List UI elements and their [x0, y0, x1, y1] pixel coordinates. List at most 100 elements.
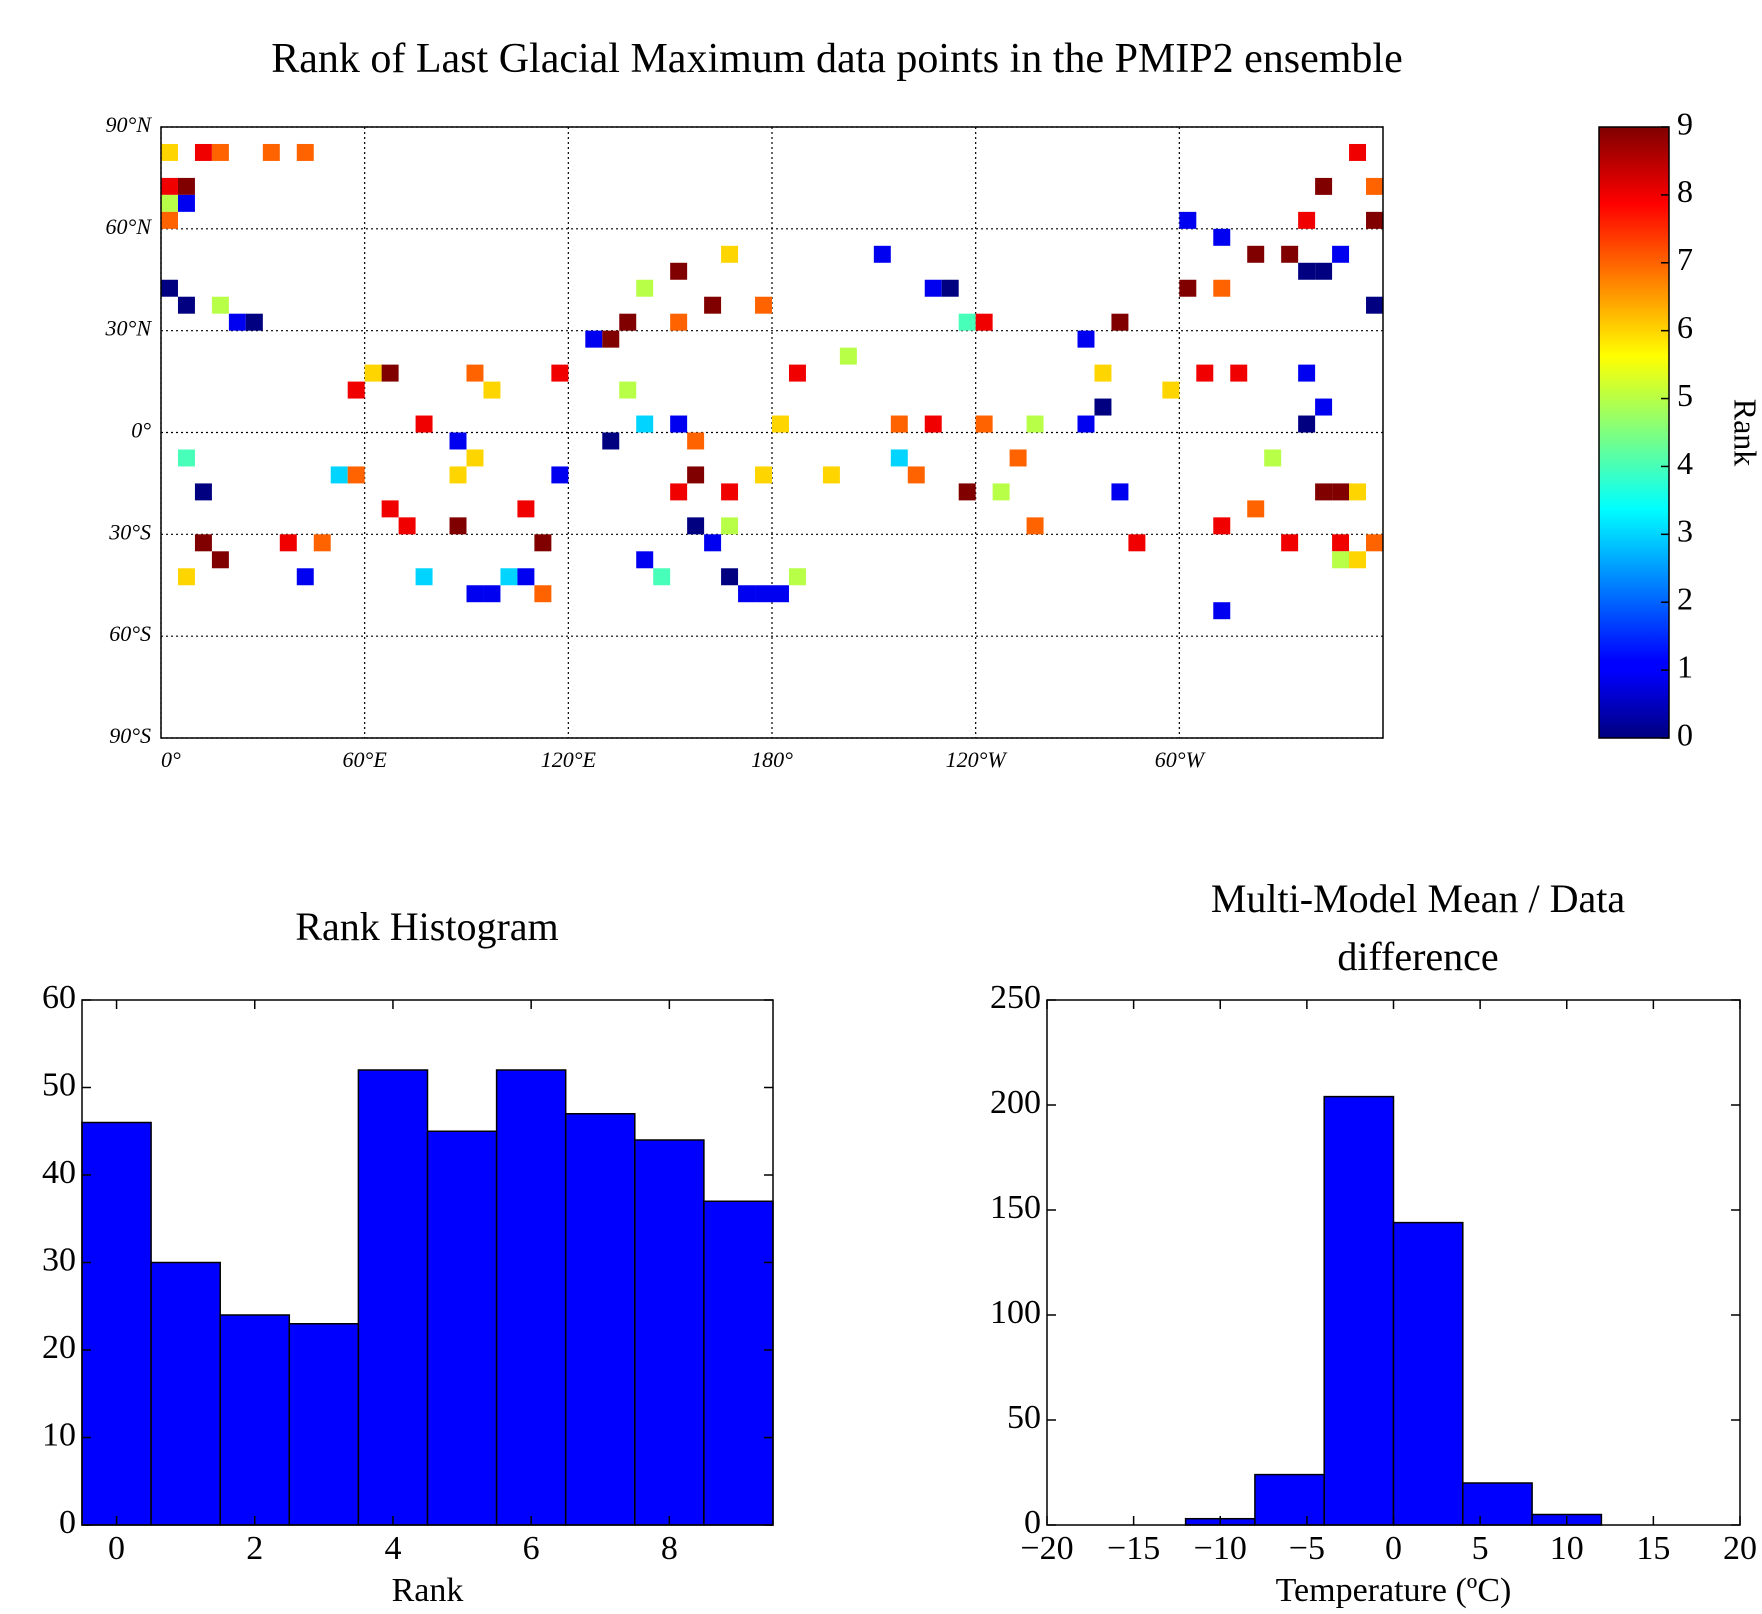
data-point [279, 534, 297, 552]
data-point [1298, 262, 1316, 280]
colorbar-tick-label: 7 [1677, 241, 1693, 277]
y-tick-label: 50 [1007, 1399, 1041, 1436]
data-point [1366, 534, 1383, 552]
data-point [958, 313, 976, 331]
data-point [194, 534, 212, 552]
data-point [177, 296, 195, 314]
x-tick-label: 15 [1636, 1530, 1670, 1567]
data-point [1077, 330, 1095, 348]
data-point [1332, 551, 1350, 569]
colorbar [1598, 126, 1670, 739]
y-tick-label: 40 [42, 1154, 76, 1191]
bar [703, 1200, 774, 1526]
data-point [670, 262, 688, 280]
data-point [704, 296, 722, 314]
x-tick-label: 120°W [946, 747, 1008, 772]
x-tick-label: −15 [1107, 1530, 1160, 1567]
data-point [211, 296, 229, 314]
data-point [1111, 313, 1129, 331]
map-frame [160, 126, 1384, 739]
x-tick-label: 60°E [343, 747, 388, 772]
data-point [161, 194, 178, 212]
x-tick-label: 0° [161, 747, 181, 772]
data-point [602, 330, 620, 348]
data-point [772, 415, 789, 433]
x-tick-label: 120°E [541, 747, 597, 772]
data-point [1196, 364, 1214, 382]
y-tick-label: 30 [42, 1241, 76, 1278]
x-tick-label: 60°W [1155, 747, 1206, 772]
data-point [398, 517, 416, 535]
data-point [1366, 177, 1383, 195]
y-tick-label: 30°S [108, 519, 151, 544]
data-point [1230, 364, 1248, 382]
x-tick-label: 2 [246, 1530, 263, 1567]
data-point [721, 483, 739, 501]
data-point [992, 483, 1010, 501]
data-point [161, 177, 178, 195]
data-point [1349, 483, 1367, 501]
data-point [602, 432, 620, 450]
data-point [381, 500, 399, 518]
y-tick-label: 30°N [105, 316, 153, 341]
x-tick-label: 0 [108, 1530, 125, 1567]
data-point [890, 415, 908, 433]
data-point [228, 313, 246, 331]
data-point [924, 279, 942, 297]
data-point [483, 381, 501, 399]
data-point [1298, 364, 1316, 382]
data-point [670, 415, 688, 433]
data-point [721, 568, 739, 586]
data-point [1213, 517, 1231, 535]
data-point [941, 279, 959, 297]
data-point [839, 347, 857, 365]
data-point [687, 517, 705, 535]
x-tick-label: 8 [661, 1530, 678, 1567]
data-point [245, 313, 263, 331]
colorbar-tick-label: 5 [1677, 377, 1693, 413]
data-point [194, 483, 212, 501]
data-point [1077, 415, 1095, 433]
bar [357, 1069, 429, 1526]
plot-frame [81, 999, 774, 1526]
data-point [1128, 534, 1146, 552]
data-point [1315, 262, 1333, 280]
data-point [177, 568, 195, 586]
data-point [1332, 245, 1350, 263]
data-point [1298, 211, 1316, 229]
x-axis-label: Rank [392, 1572, 464, 1609]
bar [495, 1069, 567, 1526]
data-point [924, 415, 942, 433]
x-tick-label: 6 [523, 1530, 540, 1567]
data-point [1349, 551, 1367, 569]
bar [1323, 1095, 1395, 1526]
data-point [381, 364, 399, 382]
x-axis-label: Temperature (ºC) [1276, 1572, 1512, 1609]
data-point [822, 466, 840, 484]
colorbar-tick-label: 8 [1677, 173, 1693, 209]
y-tick-label: 200 [990, 1084, 1041, 1121]
data-point [1247, 500, 1265, 518]
data-point [1213, 602, 1231, 620]
data-point [721, 245, 739, 263]
data-point [636, 279, 654, 297]
data-point [161, 143, 178, 161]
data-point [466, 585, 484, 603]
data-point [415, 568, 433, 586]
data-point [211, 551, 229, 569]
data-point [1298, 415, 1316, 433]
data-point [1213, 279, 1231, 297]
data-point [873, 245, 891, 263]
bar [634, 1139, 705, 1526]
data-point [619, 381, 637, 399]
data-point [1315, 483, 1333, 501]
data-point [1179, 211, 1197, 229]
data-point [364, 364, 382, 382]
x-tick-label: 0 [1385, 1530, 1402, 1567]
data-point [449, 517, 467, 535]
colorbar-tick-label: 1 [1677, 648, 1693, 684]
bar [219, 1314, 291, 1526]
data-point [1315, 177, 1333, 195]
data-point [517, 568, 535, 586]
